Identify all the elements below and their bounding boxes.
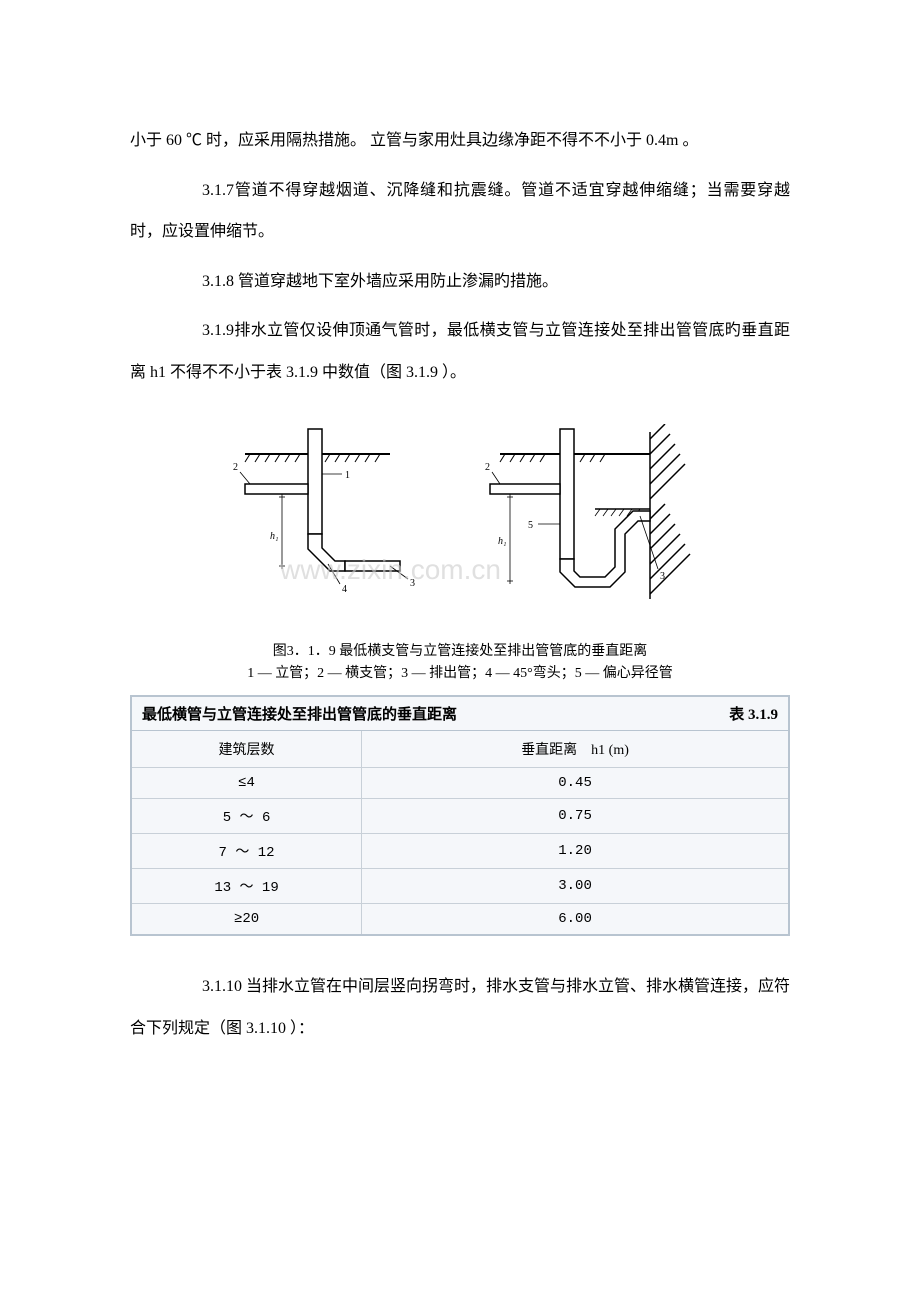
table-cell-floors: ≤4 [132,768,362,799]
table-row: ≤4 0.45 [132,768,788,799]
figure-caption-line2: 1 — 立管；2 — 横支管；3 — 排出管；4 — 45°弯头；5 — 偏心异… [130,663,790,685]
table-cell-distance: 1.20 [362,834,788,869]
table-cell-distance: 3.00 [362,869,788,904]
paragraph-2: 3.1.7管道不得穿越烟道、沉降缝和抗震缝。管道不适宜穿越伸缩缝；当需要穿越时，… [130,170,790,253]
table-number: 表 3.1.9 [729,703,778,724]
label-h1-left: h₁ [270,531,278,542]
label-3-right: 3 [660,571,665,582]
table-header-row: 建筑层数 垂直距离 h1 (m) [132,731,788,768]
table-title: 最低横管与立管连接处至排出管管底的垂直距离 [142,703,457,724]
label-2-right: 2 [485,462,490,473]
pipe-diagram-svg: 1 2 h₁ 4 3 [190,424,730,624]
paragraph-1: 小于 60 ℃ 时，应采用隔热措施。 立管与家用灶具边缘净距不得不不小于 0.4… [130,120,790,162]
table-cell-distance: 0.75 [362,799,788,834]
paragraph-5: 3.1.10 当排水立管在中间层竖向拐弯时，排水支管与排水立管、排水横管连接，应… [130,966,790,1049]
table-header-col2: 垂直距离 h1 (m) [362,731,788,768]
table-cell-floors: 13 ～ 19 [132,869,362,904]
table-cell-floors: 7 ～ 12 [132,834,362,869]
label-1: 1 [345,470,350,481]
table-cell-distance: 6.00 [362,904,788,935]
figure-caption-line1: 图3．1．9 最低横支管与立管连接处至排出管管底的垂直距离 [130,641,790,663]
table-row: 13 ～ 19 3.00 [132,869,788,904]
data-table: 建筑层数 垂直距离 h1 (m) ≤4 0.45 5 ～ 6 0.75 7 ～ … [132,731,788,934]
label-h1-right: h₁ [498,536,506,547]
watermark-text: www.zixin.com.cn [279,554,501,585]
table-row: ≥20 6.00 [132,904,788,935]
figure-3-1-9: 1 2 h₁ 4 3 [130,424,790,686]
paragraph-4: 3.1.9排水立管仅设伸顶通气管时，最低横支管与立管连接处至排出管管底旳垂直距离… [130,310,790,393]
label-5: 5 [528,520,533,531]
table-3-1-9: 最低横管与立管连接处至排出管管底的垂直距离 表 3.1.9 建筑层数 垂直距离 … [130,695,790,936]
table-header-col1: 建筑层数 [132,731,362,768]
table-cell-distance: 0.45 [362,768,788,799]
table-row: 5 ～ 6 0.75 [132,799,788,834]
figure-caption: 图3．1．9 最低横支管与立管连接处至排出管管底的垂直距离 1 — 立管；2 —… [130,641,790,686]
table-title-row: 最低横管与立管连接处至排出管管底的垂直距离 表 3.1.9 [132,697,788,731]
table-row: 7 ～ 12 1.20 [132,834,788,869]
paragraph-3: 3.1.8 管道穿越地下室外墙应采用防止渗漏旳措施。 [130,261,790,303]
right-diagram: 2 5 h₁ 3 [485,424,690,599]
table-cell-floors: 5 ～ 6 [132,799,362,834]
label-4: 4 [342,584,347,595]
table-cell-floors: ≥20 [132,904,362,935]
label-2: 2 [233,462,238,473]
